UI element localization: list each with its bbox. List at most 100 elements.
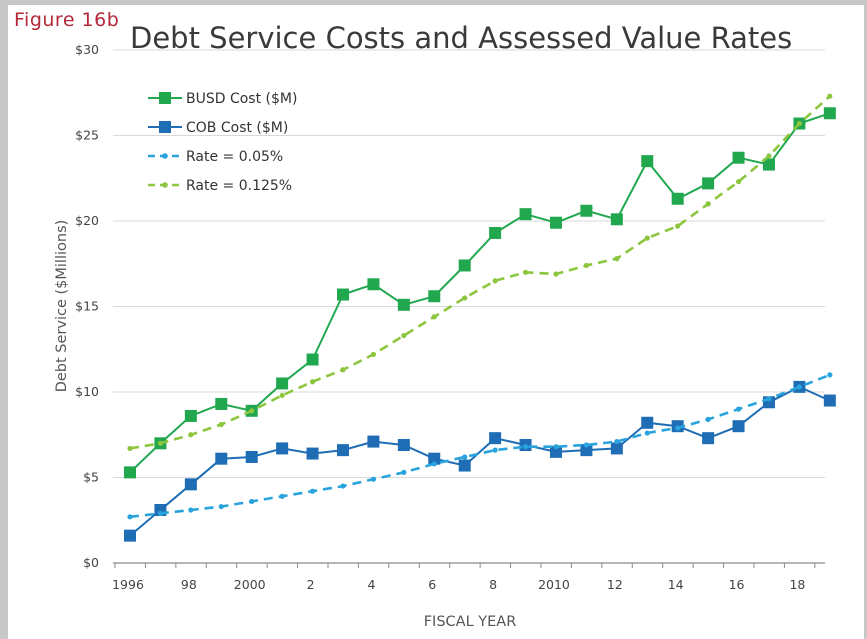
data-point: [796, 120, 803, 127]
x-tick-label: 14: [668, 577, 684, 592]
data-point: [184, 478, 197, 491]
y-tick-label: $30: [75, 42, 99, 57]
x-tick-label: 4: [367, 577, 375, 592]
x-tick-label: 2: [307, 577, 315, 592]
gridlines: [113, 49, 825, 478]
data-point: [279, 392, 285, 399]
legend-label: Rate = 0.05%: [186, 149, 283, 165]
data-point: [309, 379, 316, 385]
data-point: [367, 278, 380, 291]
x-tick-label: 12: [607, 577, 623, 592]
data-point: [124, 529, 136, 542]
data-point: [279, 493, 285, 499]
x-tick-label: 2000: [234, 577, 266, 592]
data-point: [610, 213, 623, 226]
data-point: [218, 421, 224, 428]
data-point: [519, 208, 532, 221]
x-tick-label: 16: [729, 577, 745, 592]
data-point: [428, 452, 441, 465]
x-tick-label: 8: [489, 577, 497, 592]
chart-title: Debt Service Costs and Assessed Value Ra…: [130, 21, 792, 55]
data-point: [340, 483, 346, 489]
data-point: [215, 452, 228, 465]
data-point: [489, 226, 502, 239]
data-point: [127, 514, 133, 520]
legend-marker: [162, 153, 168, 159]
axes: $0 $5 $10 $15 $20 $25 $30 1996 98 2000 2 4 6 8 2010 12 1…: [75, 42, 825, 592]
data-point: [249, 498, 255, 505]
data-point: [124, 466, 136, 479]
data-point: [732, 420, 745, 433]
data-point: [428, 290, 441, 303]
data-point: [431, 461, 437, 467]
data-point: [157, 440, 164, 446]
legend-label: COB Cost ($M): [186, 120, 288, 136]
series-line-3: [129, 95, 831, 450]
y-axis-title: Debt Service ($Millions): [54, 220, 70, 393]
data-point: [705, 416, 711, 422]
data-point: [735, 406, 742, 412]
data-point: [492, 447, 498, 453]
legend-label: BUSD Cost ($M): [186, 91, 297, 107]
series-line-2: [129, 373, 831, 519]
data-point: [702, 432, 715, 445]
data-point: [489, 432, 502, 445]
data-point: [732, 151, 745, 164]
data-point: [614, 256, 620, 262]
data-point: [309, 488, 316, 494]
legend-marker: [159, 121, 171, 133]
data-point: [549, 445, 562, 458]
data-point: [218, 503, 224, 510]
data-point: [340, 367, 346, 373]
data-point: [462, 454, 468, 460]
data-point: [583, 442, 590, 448]
y-tick-label: $15: [75, 299, 99, 314]
data-point: [705, 201, 711, 207]
data-point: [157, 510, 164, 517]
data-point: [245, 450, 258, 463]
data-point: [766, 396, 772, 402]
data-point: [370, 351, 377, 357]
data-point: [580, 204, 593, 217]
data-point: [458, 459, 471, 472]
data-point: [641, 416, 654, 429]
data-point: [370, 476, 377, 482]
data-point: [610, 442, 623, 455]
y-tick-label: $5: [83, 470, 99, 485]
legend-marker: [162, 182, 168, 188]
data-point: [462, 295, 468, 301]
data-point: [641, 155, 654, 168]
data-point: [675, 223, 681, 229]
data-point: [766, 153, 772, 159]
data-point: [215, 397, 228, 410]
data-point: [823, 107, 836, 120]
y-tick-label: $0: [83, 555, 99, 570]
data-point: [735, 179, 742, 185]
data-point: [458, 259, 471, 272]
x-axis-title: FISCAL YEAR: [424, 614, 517, 630]
data-point: [367, 435, 380, 448]
data-point: [336, 288, 349, 301]
data-point: [522, 269, 529, 275]
data-point: [823, 394, 836, 407]
x-tick-label: 98: [181, 577, 197, 592]
data-point: [522, 444, 529, 450]
data-point: [401, 332, 407, 339]
x-tick-label: 18: [789, 577, 805, 592]
series-group: [124, 93, 836, 542]
data-point: [401, 469, 407, 475]
x-tick-label: 2010: [538, 577, 570, 592]
y-tick-label: $20: [75, 213, 99, 228]
data-point: [580, 444, 593, 457]
data-point: [127, 445, 133, 452]
data-point: [397, 439, 410, 452]
data-point: [549, 216, 562, 229]
data-point: [644, 235, 650, 241]
data-point: [796, 384, 803, 390]
x-tick-label: 1996: [112, 577, 144, 592]
figure-label: Figure 16b: [14, 9, 120, 31]
data-point: [336, 444, 349, 457]
data-point: [827, 372, 833, 378]
